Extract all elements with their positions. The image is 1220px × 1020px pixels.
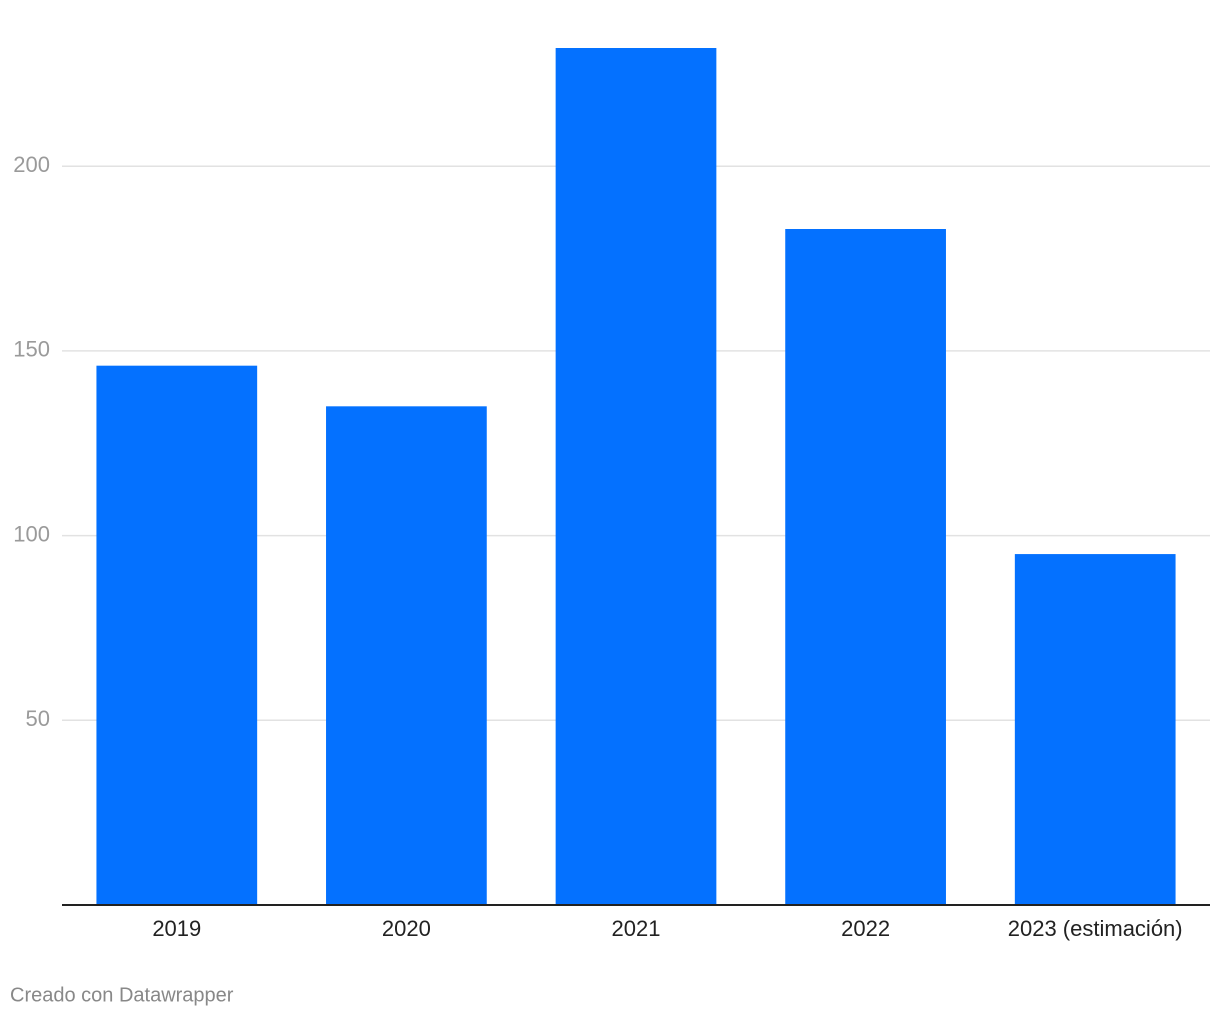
x-tick-label: 2020 [382,916,431,941]
bar [785,229,946,906]
x-tick-label: 2021 [612,916,661,941]
x-tick-label: 2019 [152,916,201,941]
x-tick-label: 2023 (estimación) [1008,916,1183,941]
bar [96,365,258,905]
y-tick-label: 50 [26,706,50,731]
y-tick-label: 100 [13,521,50,546]
y-tick-label: 150 [13,337,50,362]
x-tick-label: 2022 [841,916,890,941]
bar [1014,554,1176,905]
bar [326,406,487,905]
y-tick-label: 200 [13,152,50,177]
bar [555,48,717,905]
credit: Creado con Datawrapper [10,984,234,1006]
